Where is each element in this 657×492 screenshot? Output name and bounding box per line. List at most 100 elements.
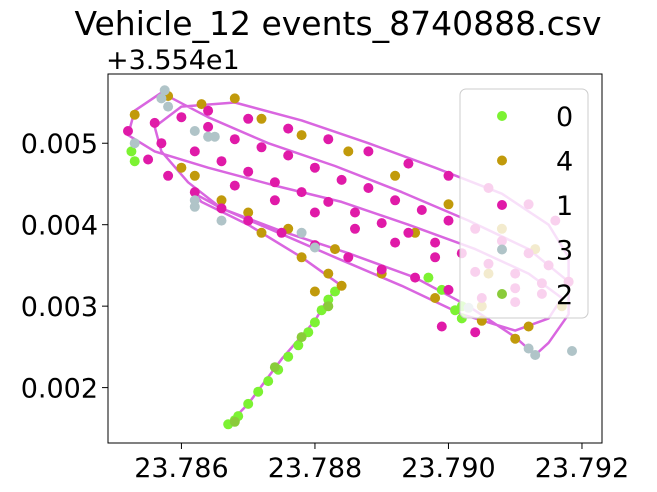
data-point	[343, 252, 353, 262]
x-axis: 23.786 23.788 23.790 23.792	[134, 443, 629, 484]
data-point	[444, 285, 454, 295]
data-point	[330, 244, 340, 254]
data-point	[243, 399, 253, 409]
data-point	[130, 138, 140, 148]
data-point	[430, 252, 440, 262]
data-point	[283, 124, 293, 134]
data-point	[263, 376, 273, 386]
data-point	[176, 163, 186, 173]
data-point	[343, 146, 353, 156]
data-point	[524, 344, 534, 354]
data-point	[253, 387, 263, 397]
data-point	[350, 224, 360, 234]
data-point	[390, 238, 400, 248]
data-point	[524, 322, 534, 332]
data-point	[230, 417, 240, 427]
data-point	[310, 317, 320, 327]
data-point	[163, 171, 173, 181]
data-point	[270, 362, 280, 372]
data-point	[217, 203, 227, 213]
data-point	[123, 126, 133, 136]
x-tick-label: 23.788	[268, 453, 362, 484]
data-point	[277, 228, 287, 238]
data-point	[230, 93, 240, 103]
y-axis-offset-label: +3.554e1	[106, 45, 240, 76]
data-point	[297, 252, 307, 262]
legend-marker-4	[497, 156, 507, 166]
data-point	[310, 208, 320, 218]
legend-marker-1	[497, 200, 507, 210]
data-point	[310, 287, 320, 297]
data-point	[297, 332, 307, 342]
data-point	[310, 243, 320, 253]
data-point	[190, 171, 200, 181]
data-point	[283, 352, 293, 362]
data-point	[176, 112, 186, 122]
data-point	[444, 199, 454, 209]
data-point	[390, 195, 400, 205]
data-point	[297, 187, 307, 197]
x-tick-label: 23.792	[535, 453, 629, 484]
data-point	[243, 114, 253, 124]
data-point	[217, 156, 227, 166]
data-point	[377, 218, 387, 228]
data-point	[283, 151, 293, 161]
data-point	[423, 273, 433, 283]
data-point	[243, 167, 253, 177]
data-point	[230, 181, 240, 191]
data-point	[156, 138, 166, 148]
legend: 0 4 1 3 2	[460, 89, 588, 318]
data-point	[297, 228, 307, 238]
data-point	[363, 183, 373, 193]
data-point	[297, 130, 307, 140]
data-point	[403, 228, 413, 238]
data-point	[417, 205, 427, 215]
data-point	[203, 122, 213, 132]
data-point	[363, 146, 373, 156]
data-point	[430, 293, 440, 303]
y-axis: 0.0020.0030.0040.005	[21, 129, 108, 404]
data-point	[403, 159, 413, 169]
data-point	[350, 208, 360, 218]
legend-label-1: 1	[556, 191, 573, 222]
data-point	[410, 273, 420, 283]
data-point	[163, 102, 173, 112]
data-point	[337, 281, 347, 291]
data-point	[150, 118, 160, 128]
data-point	[444, 171, 454, 181]
data-point	[510, 334, 520, 344]
data-point	[230, 134, 240, 144]
data-point	[257, 228, 267, 238]
data-point	[257, 114, 267, 124]
chart-title: Vehicle_12 events_8740888.csv	[74, 4, 601, 43]
data-point	[323, 134, 333, 144]
y-tick-label: 0.002	[21, 374, 98, 405]
legend-marker-3	[497, 245, 507, 255]
data-point	[243, 216, 253, 226]
data-point	[156, 93, 166, 103]
data-point	[190, 202, 200, 212]
data-point	[470, 327, 480, 337]
data-point	[430, 238, 440, 248]
data-point	[143, 155, 153, 165]
data-point	[257, 142, 267, 152]
legend-marker-0	[497, 111, 507, 121]
data-point	[210, 132, 220, 142]
data-point	[323, 301, 333, 311]
data-point	[337, 175, 347, 185]
data-point	[567, 346, 577, 356]
legend-label-4: 4	[556, 147, 573, 178]
y-tick-label: 0.005	[21, 129, 98, 160]
data-point	[203, 106, 213, 116]
data-point	[437, 322, 447, 332]
data-point	[444, 216, 454, 226]
data-point	[190, 126, 200, 136]
data-point	[270, 177, 280, 187]
legend-marker-2	[497, 289, 507, 299]
data-point	[270, 195, 280, 205]
series-0	[126, 146, 466, 429]
data-point	[190, 146, 200, 156]
data-point	[377, 265, 387, 275]
legend-label-3: 3	[556, 236, 573, 267]
